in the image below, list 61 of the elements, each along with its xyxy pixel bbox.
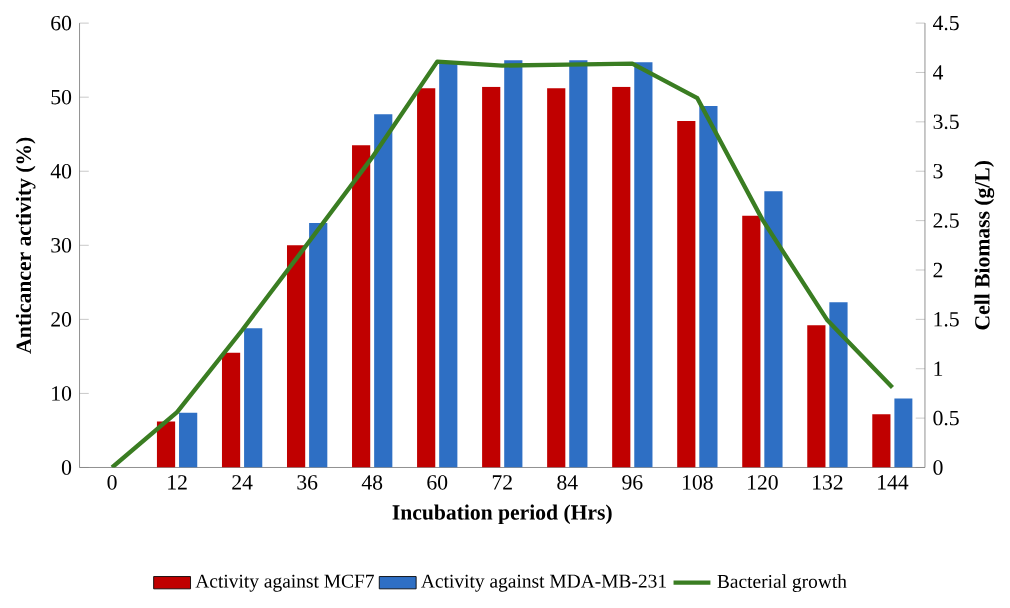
y2-tick-label: 1 — [934, 361, 943, 376]
legend-label: Bacterial growth — [717, 574, 847, 592]
x-axis-title: Incubation period (Hrs) — [392, 504, 612, 524]
x-tick-label: 36 — [297, 474, 318, 490]
y2-tick-label: 4 — [933, 65, 944, 80]
line-series — [109, 59, 895, 468]
y-tick-label: 60 — [51, 15, 72, 31]
x-tick-label: 24 — [232, 474, 253, 490]
x-tick-label: 12 — [168, 474, 187, 490]
bar — [894, 398, 913, 468]
y-tick-label: 10 — [52, 385, 72, 401]
bar — [417, 88, 436, 468]
bar — [439, 62, 458, 468]
y2-tick-label: 1.5 — [934, 311, 959, 327]
y2-tick-label: 0 — [933, 460, 943, 475]
legend-label: Activity against MCF7 — [195, 574, 374, 592]
x-tick-label: 48 — [361, 474, 383, 490]
y2-tick-label: 0.5 — [933, 410, 959, 426]
bar — [482, 86, 501, 468]
x-tick-label: 0 — [107, 474, 117, 490]
bar — [244, 328, 263, 468]
y-tick-label: 0 — [61, 460, 72, 475]
y2-tick-label: 3 — [933, 163, 943, 179]
bar — [569, 59, 588, 468]
y-tick-label: 50 — [51, 89, 72, 105]
y2-axis-title: Cell Biomass (g/L) — [974, 160, 995, 330]
x-tick-label: 96 — [622, 474, 643, 490]
bar — [742, 215, 761, 468]
x-tick-label: 108 — [683, 474, 713, 490]
bar — [612, 86, 631, 468]
x-tick-label: 144 — [878, 474, 909, 490]
y2-tick-label: 3.5 — [933, 114, 959, 130]
bar — [699, 105, 718, 468]
bar — [677, 120, 696, 468]
bar — [764, 191, 783, 468]
bar — [634, 62, 653, 468]
x-tick-label: 60 — [427, 474, 448, 490]
bar — [156, 421, 176, 468]
x-tick-label: 84 — [557, 474, 578, 490]
bar — [829, 302, 848, 468]
x-tick-label: 120 — [748, 474, 778, 490]
bar — [286, 245, 306, 468]
bar — [179, 412, 198, 468]
bar — [309, 222, 328, 468]
bar — [374, 114, 393, 468]
bar — [872, 414, 891, 468]
y-tick-label: 30 — [51, 237, 72, 253]
y-tick-label: 20 — [51, 311, 72, 327]
x-tick-label: 132 — [813, 474, 843, 490]
legend-label: Activity against MDA-MB-231 — [421, 574, 666, 592]
y-axis-title: Anticancer activity (%) — [15, 137, 36, 354]
y2-tick-label: 2 — [933, 262, 943, 277]
bar — [547, 88, 566, 468]
y-tick-label: 40 — [50, 163, 72, 179]
bar — [807, 325, 826, 468]
y2-tick-label: 2.5 — [933, 213, 959, 228]
x-tick-label: 72 — [492, 474, 512, 490]
bar — [504, 59, 523, 468]
y2-tick-label: 4.5 — [933, 15, 959, 31]
bar — [221, 352, 241, 468]
bar — [352, 145, 371, 468]
